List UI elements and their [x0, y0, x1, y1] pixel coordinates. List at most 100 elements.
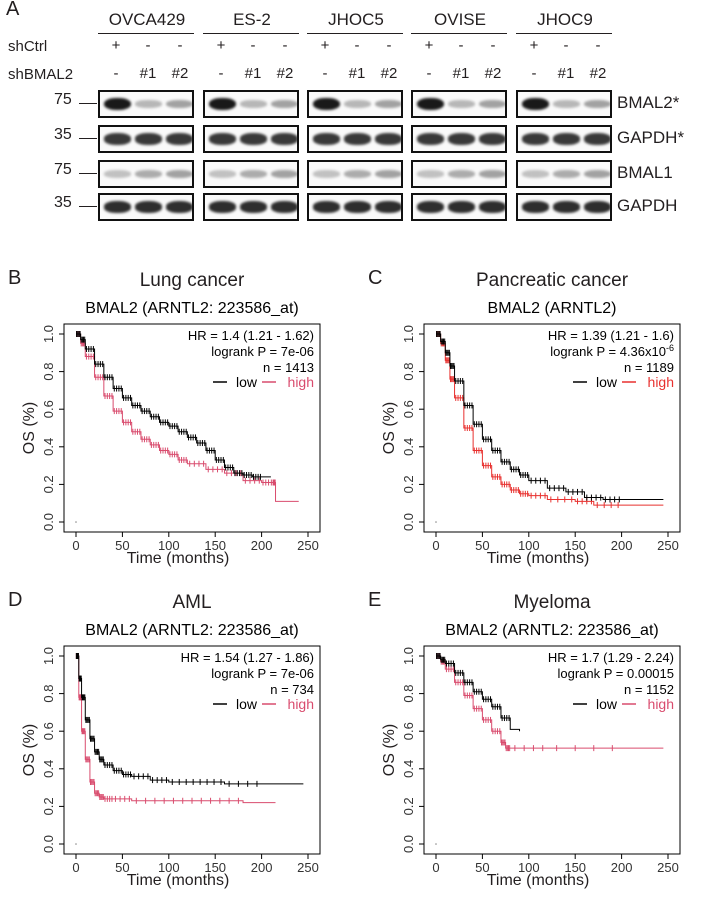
shctrl-symbol: -: [177, 37, 183, 54]
blot-strip: [411, 125, 507, 153]
sample-size-text: n = 1189: [624, 360, 674, 375]
x-tick-label: 0: [72, 538, 79, 553]
protein-band: [240, 201, 267, 213]
shctrl-symbol: -: [595, 37, 601, 54]
protein-band: [584, 201, 610, 213]
protein-band: [166, 201, 192, 213]
chart-title: Lung cancer: [140, 270, 245, 291]
protein-band: [313, 133, 340, 145]
x-tick-label: 200: [251, 860, 273, 875]
mw-marker-label: 35: [54, 194, 72, 211]
protein-band: [479, 169, 505, 179]
protein-band: [375, 99, 401, 109]
x-tick-label: 50: [475, 860, 489, 875]
x-tick-label: 250: [297, 538, 319, 553]
blot-protein-label: BMAL2*: [617, 93, 680, 112]
shbmal2-symbol: #2: [380, 65, 398, 82]
protein-band: [553, 170, 580, 178]
km-chart: E Myeloma BMAL2 (ARNTL2: 223586_at) 0.0 0.2 0…: [368, 589, 681, 889]
sample-size-text: n = 734: [270, 682, 314, 697]
panel-letter-a: A: [6, 0, 20, 20]
shctrl-symbol: -: [458, 37, 464, 54]
blot-strip: [98, 160, 194, 188]
cell-line-header: JHOC9: [537, 10, 593, 29]
legend-low-label: low: [596, 696, 618, 712]
cell-line-header: OVCA429: [108, 10, 186, 29]
chart-title: Myeloma: [513, 592, 591, 613]
protein-band: [240, 100, 267, 108]
x-tick-label: 100: [158, 538, 180, 553]
y-tick-label: 0.2: [41, 475, 56, 493]
blot-strip: [307, 160, 403, 188]
km-chart: B Lung cancer BMAL2 (ARNTL2: 223586_at) 0.0…: [8, 267, 321, 567]
protein-band: [166, 169, 192, 179]
chart-subtitle: BMAL2 (ARNTL2: 223586_at): [445, 622, 658, 639]
blot-strip: [203, 90, 299, 118]
shbmal2-symbol: #2: [484, 65, 502, 82]
x-tick-label: 50: [115, 538, 129, 553]
km-curve-low: [436, 333, 664, 500]
protein-band: [135, 201, 162, 213]
x-tick-label: 100: [518, 538, 540, 553]
x-tick-label: 200: [611, 538, 633, 553]
km-chart: C Pancreatic cancer BMAL2 (ARNTL2) 0.0 0.2 0.…: [368, 267, 681, 567]
y-tick-label: 0.6: [41, 400, 56, 418]
shctrl-row-label: shCtrl: [8, 38, 48, 55]
shctrl-symbol: -: [386, 37, 392, 54]
protein-band: [553, 133, 580, 145]
cell-line-header: OVISE: [434, 10, 486, 29]
chart-title: Pancreatic cancer: [476, 270, 629, 291]
origin-dot: [75, 843, 77, 845]
mw-marker-label: 35: [54, 126, 72, 143]
y-tick-label: 0.6: [401, 400, 416, 418]
legend-low-label: low: [236, 696, 258, 712]
mw-marker-tick: [79, 173, 97, 174]
protein-band: [344, 201, 371, 213]
protein-band: [584, 133, 610, 145]
y-tick-label: 0.2: [401, 797, 416, 815]
protein-band: [553, 201, 580, 213]
shctrl-symbol: +: [320, 37, 330, 54]
shbmal2-symbol: #1: [348, 65, 366, 82]
legend-low-label: low: [596, 374, 618, 390]
protein-band: [166, 133, 192, 145]
protein-band: [313, 201, 340, 213]
shbmal2-symbol: #1: [244, 65, 262, 82]
protein-band: [271, 99, 297, 109]
logrank-text: logrank P = 7e-06: [211, 666, 314, 681]
shctrl-symbol: +: [111, 37, 121, 54]
chart-subtitle: BMAL2 (ARNTL2): [488, 300, 617, 317]
y-tick-label: 0.0: [41, 835, 56, 853]
protein-band: [448, 133, 475, 145]
blot-strip: [516, 90, 612, 118]
logrank-value: logrank P = 7e-06: [211, 344, 314, 359]
y-axis-label: OS (%): [21, 724, 38, 776]
x-tick-label: 150: [564, 538, 586, 553]
protein-band: [313, 170, 340, 178]
protein-band: [522, 133, 549, 145]
logrank-exponent: -6: [666, 343, 674, 353]
y-tick-label: 0.4: [41, 438, 56, 456]
sample-size-text: n = 1152: [624, 682, 674, 697]
blot-strip: [307, 193, 403, 221]
hazard-ratio-text: HR = 1.54 (1.27 - 1.86): [181, 650, 314, 665]
y-tick-label: 1.0: [401, 647, 416, 665]
origin-dot: [435, 843, 437, 845]
logrank-text: logrank P = 0.00015: [558, 666, 675, 681]
x-axis-label: Time (months): [487, 872, 590, 889]
chart-title: AML: [172, 592, 211, 613]
blot-strip: [411, 193, 507, 221]
protein-band: [522, 201, 549, 213]
protein-band: [522, 98, 549, 110]
protein-band: [448, 201, 475, 213]
shctrl-symbol: +: [529, 37, 539, 54]
blot-strip: [516, 193, 612, 221]
protein-band: [209, 133, 236, 145]
protein-band: [553, 100, 580, 108]
protein-band: [417, 170, 444, 178]
protein-band: [479, 99, 505, 109]
logrank-value: logrank P = 7e-06: [211, 666, 314, 681]
y-tick-label: 0.4: [401, 438, 416, 456]
blot-strip: [203, 193, 299, 221]
legend-high-label: high: [288, 696, 314, 712]
